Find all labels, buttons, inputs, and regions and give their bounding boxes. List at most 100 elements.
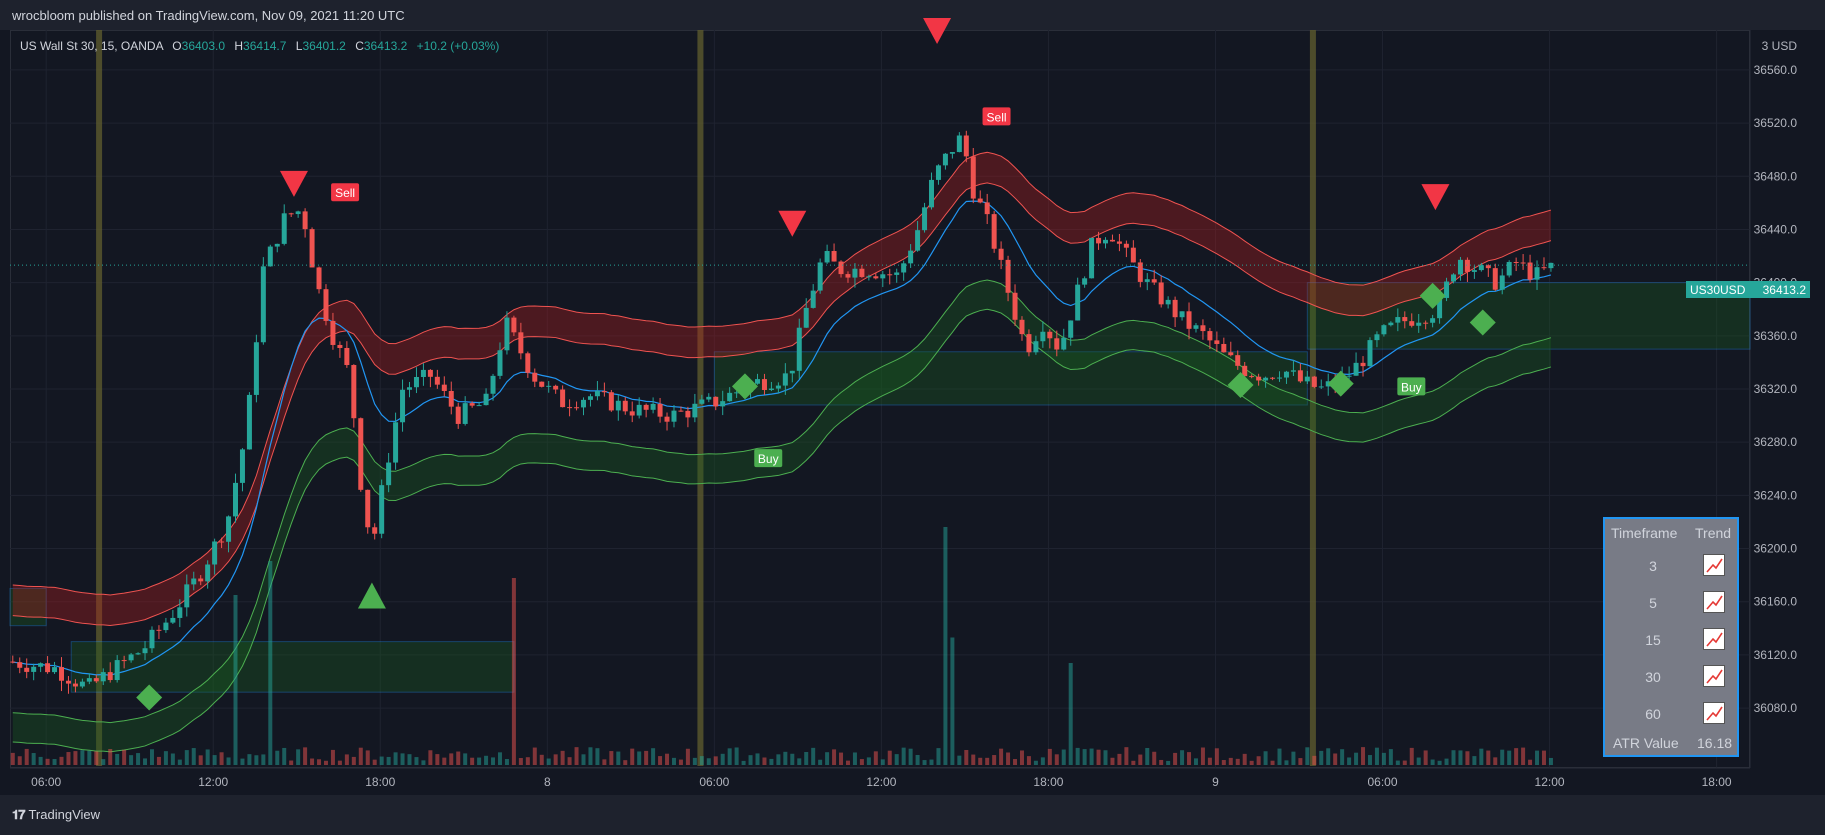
candle-body [330,320,336,345]
sell-label-text: Sell [987,110,1007,124]
candle-body [100,672,106,682]
candle-body [309,229,315,268]
candle-body [755,379,761,384]
volume-bar [825,752,830,765]
volume-bar [449,753,454,765]
candle-body [1019,319,1025,335]
publish-header: wrocbloom published on TradingView.com, … [0,0,1825,30]
volume-bar [602,759,607,765]
candle-body [1033,341,1039,353]
volume-bar [219,752,224,765]
candle-body [219,541,225,543]
x-tick-label: 18:00 [1702,775,1732,789]
volume-bar [101,759,106,765]
candle-body [998,248,1004,260]
candle-body [504,317,510,351]
trend-row: 60 [1605,697,1737,733]
volume-bar [1173,752,1178,765]
volume-bar [1409,747,1414,765]
candle-body [1506,261,1512,276]
volume-bar [1291,751,1296,765]
volume-bar [129,755,134,765]
candle-body [72,683,78,687]
volume-bar [386,756,391,765]
volume-bar [992,755,997,765]
volume-bar [1528,759,1533,765]
candle-body [38,663,44,667]
sell-arrow-icon [923,17,952,44]
volume-bar [1319,750,1324,765]
candle-body [942,153,948,166]
volume-bar [1472,756,1477,765]
volume-bar [1033,760,1038,765]
chart-pane[interactable] [10,30,1750,768]
brand-name: TradingView [28,807,101,822]
candle-body [678,410,684,412]
sell-arrow-icon [1421,184,1450,211]
candle-body [699,399,705,404]
volume-bar [1200,747,1205,765]
candle-body [372,527,378,534]
candle-body [1464,259,1470,272]
candle-body [1256,376,1262,381]
volume-bar [1263,751,1268,765]
volume-bar [1089,748,1094,765]
candle-body [1409,321,1415,326]
volume-bar [776,754,781,765]
volume-bar [1298,758,1303,765]
candle-body [1137,262,1143,282]
volume-bar [839,752,844,765]
volume-bar [1507,750,1512,765]
candle-body [789,370,795,374]
buy-label: Buy [754,449,783,468]
candle-body [476,405,482,407]
volume-bar [1402,760,1407,765]
candle-body [226,516,232,542]
volume-bar [978,757,983,765]
candle-body [156,629,162,631]
candle-body [386,462,392,486]
x-tick-label: 06:00 [31,775,61,789]
candle-body [246,394,252,450]
volume-bar [1103,750,1108,765]
candle-body [1075,284,1081,321]
y-tick-label: 36120.0 [1754,648,1798,662]
volume-bar [539,754,544,765]
volume-bar [1214,748,1219,765]
candle-body [866,276,872,278]
volume-bar [922,760,927,765]
candle-body [594,391,600,397]
candle-body [1144,279,1150,282]
last-price-tag: US30USD 36413.2 [1686,281,1810,298]
volume-bar [191,748,196,765]
volume-bar [115,753,120,765]
candle-body [915,230,921,251]
volume-bar [574,747,579,765]
candle-body [1402,317,1408,322]
candle-body [1311,376,1317,387]
x-tick-label: 9 [1212,775,1219,789]
candle-body [574,407,580,409]
y-tick-label: 36160.0 [1754,595,1798,609]
candle-body [10,661,16,663]
candle-body [316,267,322,290]
volume-bar [1465,751,1470,765]
candle-body [511,317,517,333]
candle-body [643,404,649,410]
candle-body [52,667,58,673]
volume-bar [1159,759,1164,765]
volume-bar [832,749,837,765]
volume-bar [804,751,809,765]
candle-body [358,418,364,490]
volume-bar [1270,760,1275,765]
volume-bar [1333,753,1338,765]
volume-bar [198,755,203,765]
volume-bar [755,753,760,765]
candle-body [1353,362,1359,376]
session-line [1309,30,1316,766]
candle-body [970,156,976,199]
chart-svg: 36080.0 36120.0 36160.0 36200.0 36240.0 36280… [9,17,1798,789]
tradingview-logo[interactable]: 𝟏𝟕 TradingView [12,807,100,823]
volume-bar [1458,750,1463,765]
candle-body [205,564,211,582]
